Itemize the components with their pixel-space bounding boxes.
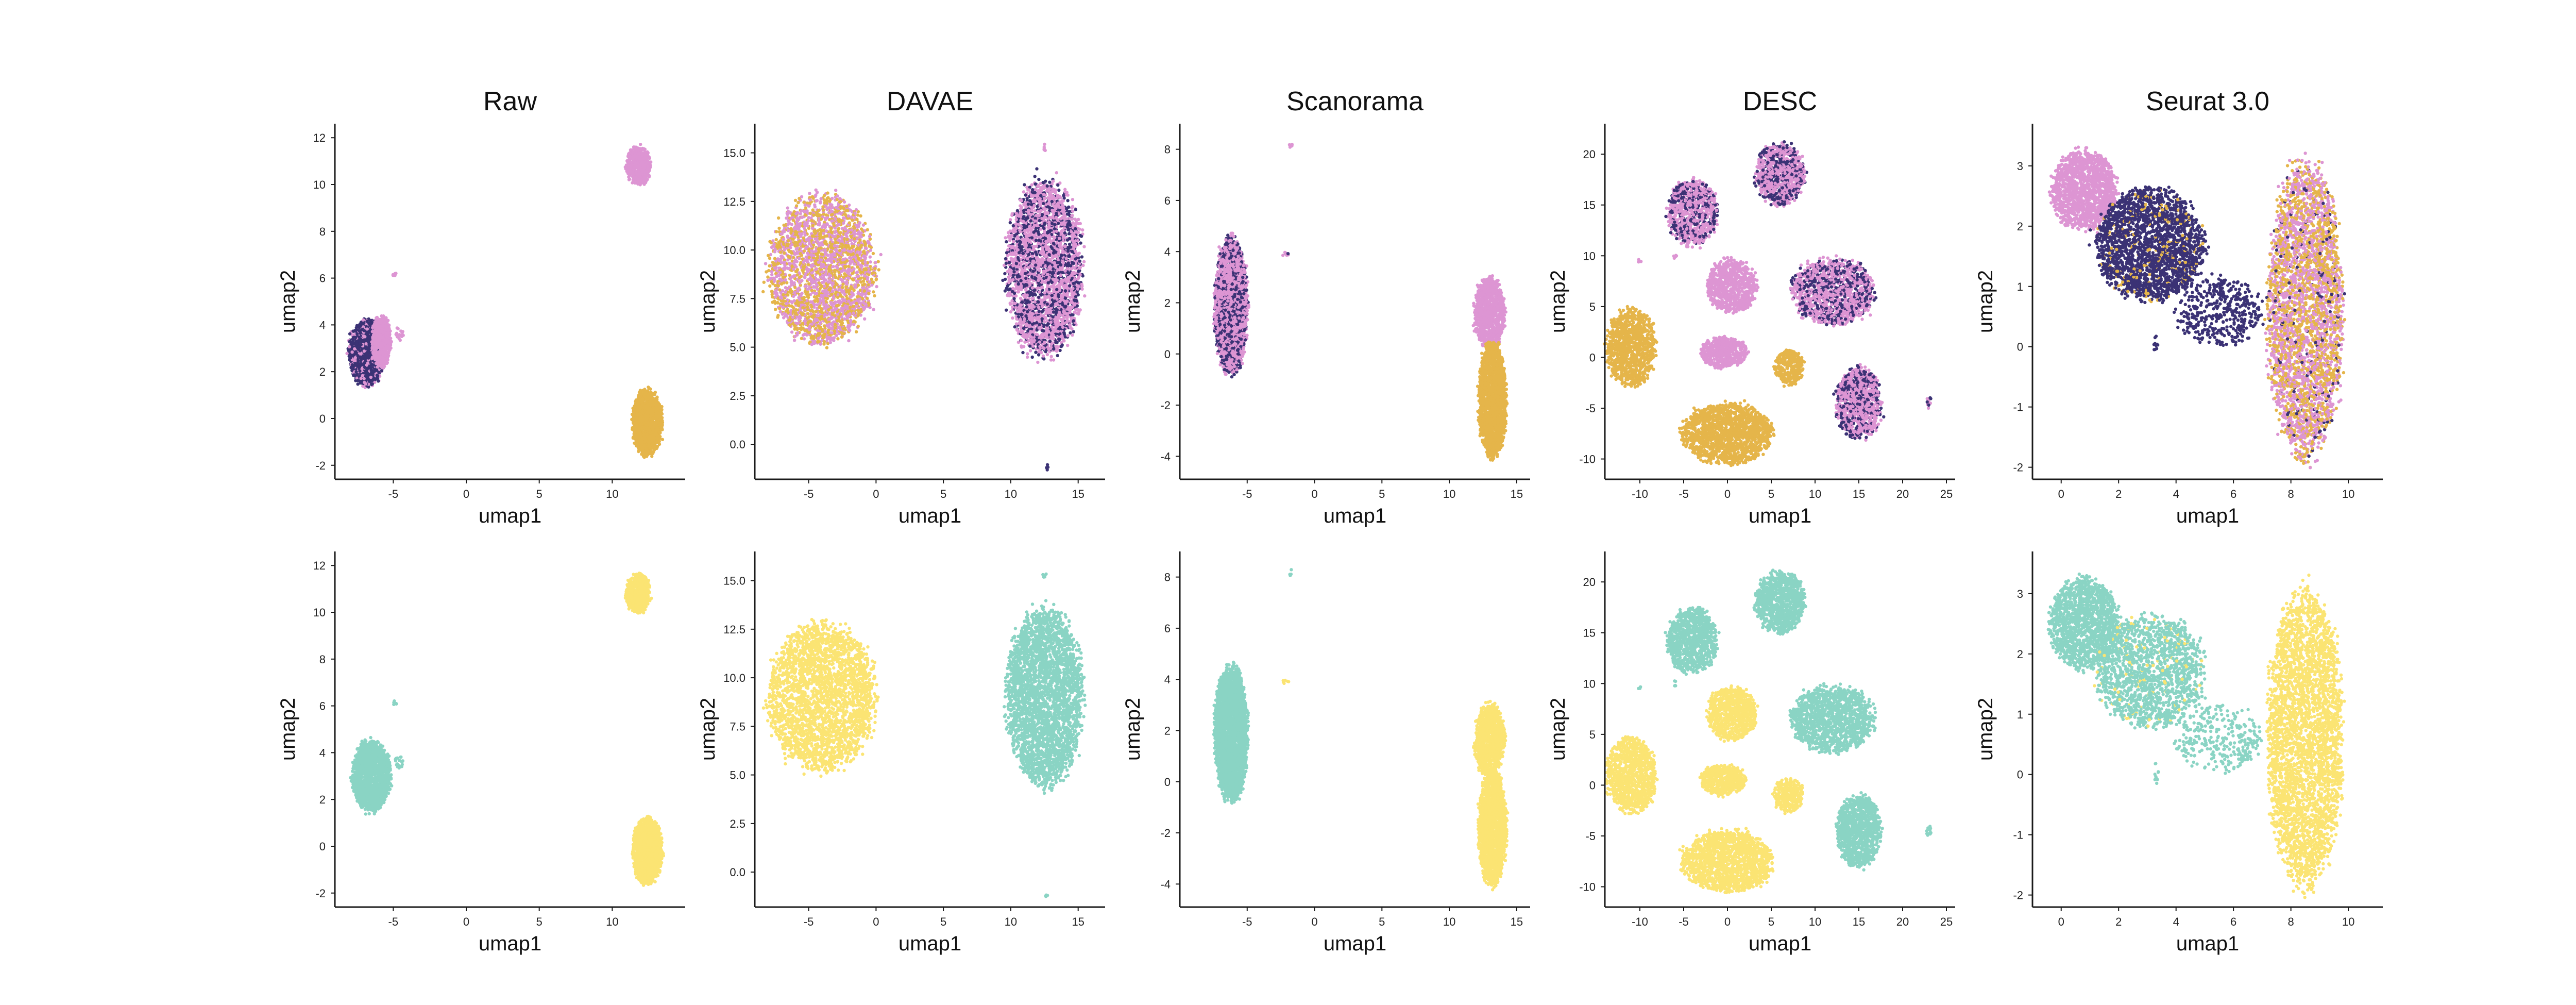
cell-point <box>361 356 364 359</box>
cell-point <box>356 345 359 348</box>
cell-point <box>352 373 355 376</box>
cell-point <box>351 329 354 332</box>
cell-point <box>353 347 356 350</box>
cell-point <box>358 370 361 373</box>
cell-point <box>371 382 374 386</box>
cell-point <box>366 372 369 375</box>
cell-point <box>362 319 365 322</box>
cell-point <box>363 361 366 364</box>
cell-point <box>350 367 353 370</box>
cell-point <box>370 373 373 376</box>
cell-point <box>359 363 362 366</box>
cell-point <box>368 380 371 383</box>
cell-point <box>351 363 354 366</box>
cell-point <box>366 355 369 358</box>
cell-point <box>380 369 383 372</box>
cell-point <box>362 322 365 325</box>
cell-point <box>365 320 368 323</box>
cell-point <box>357 359 360 362</box>
cell-point <box>369 376 372 379</box>
cell-point <box>354 356 357 359</box>
cell-point <box>360 377 363 380</box>
cell-point <box>348 332 351 336</box>
cell-point <box>369 364 372 367</box>
cell-point <box>363 329 366 332</box>
cell-point <box>359 323 362 326</box>
cell-point <box>363 349 366 353</box>
cell-point <box>364 382 367 386</box>
cell-point <box>354 352 358 355</box>
cell-point <box>348 345 351 348</box>
cell-point <box>355 332 359 336</box>
cell-point <box>365 375 368 378</box>
cell-point <box>367 350 370 354</box>
cell-point <box>363 339 366 342</box>
cell-point <box>362 377 365 380</box>
cell-point <box>361 384 364 388</box>
cell-point <box>351 337 354 340</box>
cell-point <box>372 377 375 380</box>
cell-point <box>356 379 359 382</box>
cell-point <box>354 364 358 367</box>
cell-point <box>355 328 358 331</box>
cell-point <box>353 342 356 345</box>
cell-point <box>365 327 368 330</box>
cell-point <box>360 343 363 346</box>
cell-point <box>359 381 362 384</box>
scatter-points <box>345 143 664 459</box>
cell-point <box>377 371 380 374</box>
cell-point <box>347 349 350 352</box>
cell-point <box>350 350 353 354</box>
cell-point <box>355 373 359 376</box>
cell-point <box>359 339 362 342</box>
cell-point <box>363 366 366 369</box>
cell-point <box>367 343 370 346</box>
cell-point <box>366 362 369 365</box>
cell-point <box>349 356 352 359</box>
cell-point <box>364 342 367 345</box>
cell-point <box>362 334 365 338</box>
cell-point <box>359 349 362 352</box>
cell-point <box>345 352 348 355</box>
